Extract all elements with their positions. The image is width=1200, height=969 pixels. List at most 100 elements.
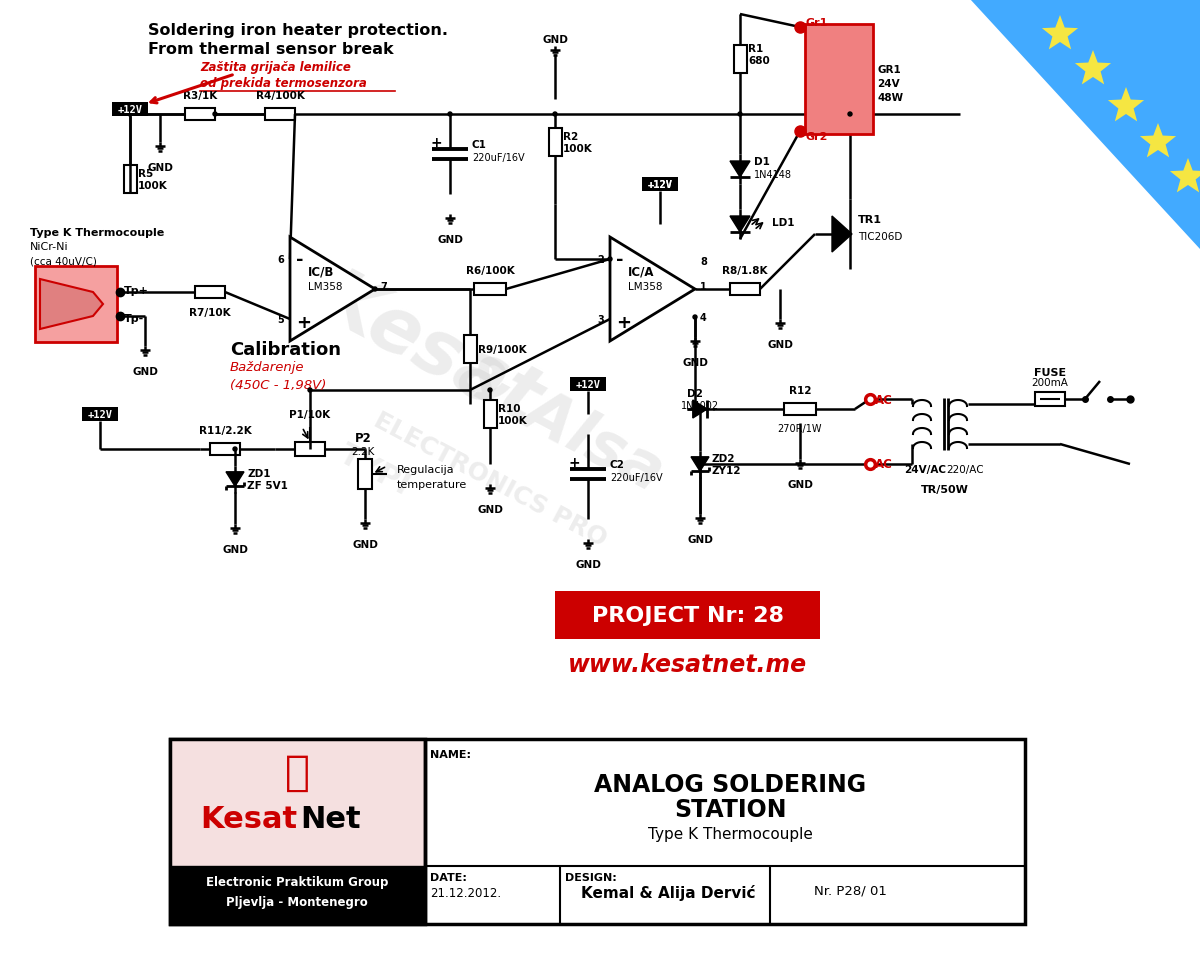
Circle shape [553, 112, 557, 117]
Circle shape [214, 112, 217, 117]
Text: Calibration: Calibration [230, 341, 341, 359]
Polygon shape [692, 400, 707, 419]
Text: R10
100K: R10 100K [498, 404, 528, 425]
Text: ANALOG SOLDERING: ANALOG SOLDERING [594, 772, 866, 797]
Bar [554, 591, 820, 640]
Text: 1N4148: 1N4148 [754, 170, 792, 180]
Text: +: + [431, 136, 442, 150]
Text: 3: 3 [598, 315, 604, 325]
Text: STATION: STATION [673, 797, 786, 821]
Text: R1
680: R1 680 [748, 45, 769, 66]
Text: PROJECT Nr: 28: PROJECT Nr: 28 [592, 606, 784, 625]
Text: 220/AC: 220/AC [946, 464, 984, 475]
Text: TIC206D: TIC206D [858, 232, 902, 241]
Text: 220uF/16V: 220uF/16V [472, 153, 524, 163]
Text: 270R/1W: 270R/1W [778, 423, 822, 433]
Text: GND: GND [575, 559, 601, 570]
Text: R11/2.2K: R11/2.2K [199, 425, 251, 435]
Text: (cca 40uV/C): (cca 40uV/C) [30, 256, 97, 266]
Text: 2.2K: 2.2K [352, 447, 374, 456]
Text: P1/10K: P1/10K [289, 410, 330, 420]
Text: Soldering iron heater protection.: Soldering iron heater protection. [148, 22, 448, 38]
Polygon shape [1042, 16, 1078, 50]
Text: +12V: +12V [88, 410, 113, 420]
Text: DESIGN:: DESIGN: [565, 872, 617, 882]
Text: ZD2
ZY12: ZD2 ZY12 [712, 453, 742, 476]
Text: LD1: LD1 [772, 218, 794, 228]
Text: NAME:: NAME: [430, 749, 470, 760]
Bar [112, 103, 148, 117]
Text: 2: 2 [598, 255, 604, 265]
Circle shape [128, 112, 132, 117]
Bar [730, 284, 760, 296]
Text: DATE:: DATE: [430, 872, 467, 882]
Text: GND: GND [222, 545, 248, 554]
Text: 7: 7 [380, 282, 386, 292]
Bar [35, 266, 118, 343]
Bar [548, 129, 562, 157]
Text: LM358: LM358 [628, 282, 662, 292]
Text: 48W: 48W [877, 93, 904, 103]
Text: From thermal sensor break: From thermal sensor break [148, 43, 394, 57]
Text: 8: 8 [700, 257, 707, 266]
Text: P2: P2 [355, 431, 371, 445]
Text: 1: 1 [700, 282, 707, 292]
Text: +: + [616, 314, 631, 331]
Polygon shape [691, 457, 709, 472]
Polygon shape [730, 162, 750, 178]
Text: ZD1
ZF 5V1: ZD1 ZF 5V1 [247, 469, 288, 490]
Bar [642, 178, 678, 192]
Text: GND: GND [148, 163, 173, 172]
Text: IC/A: IC/A [628, 266, 654, 278]
Text: IC/B: IC/B [308, 266, 335, 278]
Text: & Alsa: & Alsa [446, 345, 673, 504]
Bar [185, 109, 215, 121]
Text: R6/100K: R6/100K [466, 266, 515, 276]
Text: R2
100K: R2 100K [563, 132, 593, 154]
Text: TR/50W: TR/50W [922, 484, 968, 494]
Text: Gr1: Gr1 [806, 18, 828, 28]
Text: od prekida termosenzora: od prekida termosenzora [200, 77, 367, 90]
Text: Nr. P28/ 01: Nr. P28/ 01 [814, 884, 887, 897]
Text: -: - [616, 251, 624, 268]
Bar [170, 866, 425, 924]
Bar [474, 284, 506, 296]
Text: Pljevlja - Montenegro: Pljevlja - Montenegro [226, 895, 368, 909]
Text: R8/1.8K: R8/1.8K [722, 266, 768, 276]
Bar [295, 443, 325, 456]
Text: GND: GND [478, 505, 503, 515]
Text: 24V/AC: 24V/AC [904, 464, 946, 475]
Text: Ⓦ: Ⓦ [284, 751, 310, 794]
Text: -: - [296, 251, 304, 268]
Circle shape [698, 408, 702, 412]
Circle shape [488, 389, 492, 392]
Text: GND: GND [688, 535, 713, 545]
Text: +: + [569, 455, 580, 470]
Text: Tp-: Tp- [124, 314, 144, 324]
Polygon shape [1170, 159, 1200, 193]
Bar [194, 287, 226, 298]
Bar [170, 739, 425, 924]
Text: +12V: +12V [648, 180, 672, 190]
Text: TYPI: TYPI [335, 439, 415, 500]
Text: R12: R12 [788, 386, 811, 395]
Bar [805, 25, 874, 135]
Circle shape [694, 316, 697, 320]
Circle shape [373, 288, 377, 292]
Text: GND: GND [352, 540, 378, 549]
Text: Kesat: Kesat [306, 261, 553, 439]
Text: GND: GND [542, 35, 568, 45]
Text: NiCr-Ni: NiCr-Ni [30, 241, 68, 252]
Text: R5
100K: R5 100K [138, 169, 168, 191]
Bar [1034, 392, 1066, 407]
Text: Kemal & Alija Dervić: Kemal & Alija Dervić [581, 884, 755, 900]
Text: GND: GND [682, 358, 708, 367]
Text: Kesat: Kesat [200, 804, 298, 833]
Polygon shape [290, 237, 374, 342]
Bar [210, 444, 240, 455]
Text: GR1: GR1 [877, 65, 901, 75]
Circle shape [848, 112, 852, 117]
Text: Gr2: Gr2 [806, 132, 828, 141]
Text: 1N4002: 1N4002 [680, 400, 719, 411]
Text: GND: GND [132, 366, 158, 377]
